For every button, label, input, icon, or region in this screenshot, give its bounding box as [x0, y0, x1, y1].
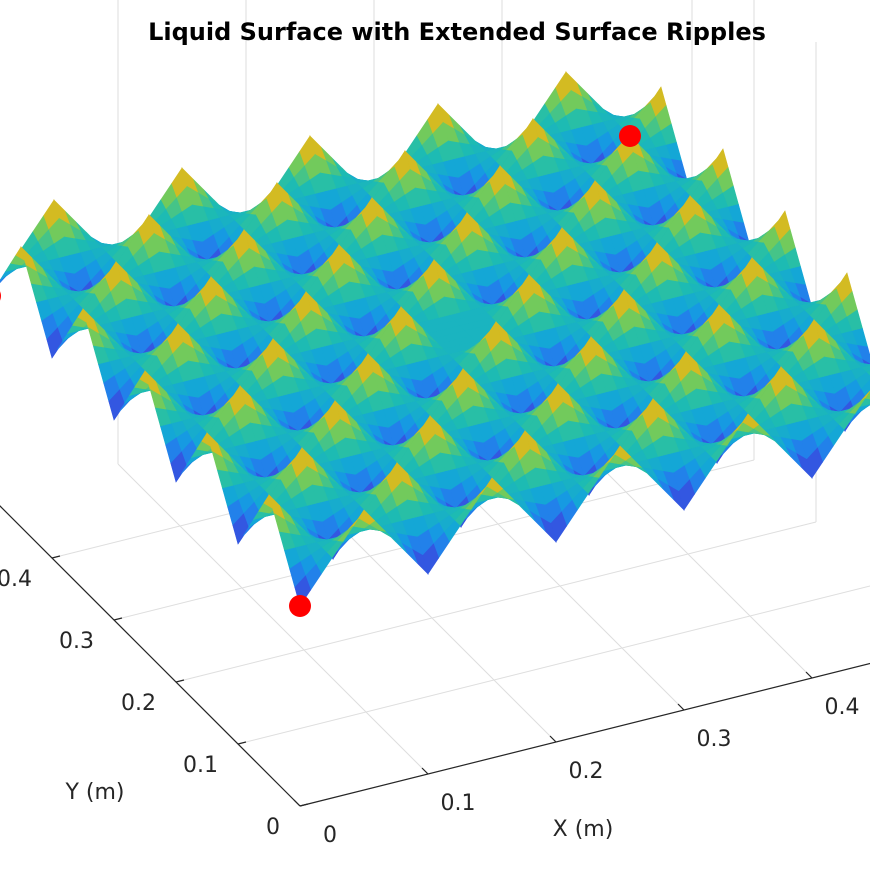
y-tick-label: 0.2	[121, 691, 156, 716]
y-tick	[237, 741, 247, 745]
y-tick	[175, 679, 185, 683]
y-tick	[113, 617, 123, 621]
marker	[0, 291, 1, 301]
x-axis	[299, 662, 870, 807]
y-axis-label: Y (m)	[64, 780, 124, 805]
x-tick	[293, 799, 301, 807]
x-tick-label: 0	[323, 823, 337, 848]
y-tick-label: 0	[266, 815, 280, 840]
x-tick	[805, 671, 813, 679]
x-tick	[677, 703, 685, 711]
grid-line	[237, 585, 870, 745]
y-tick	[299, 803, 309, 807]
grid-line	[0, 505, 301, 807]
grid-line	[175, 521, 817, 683]
y-tick	[51, 555, 61, 559]
y-axis	[0, 505, 301, 807]
y-tick-label: 0.1	[183, 753, 218, 778]
chart-title: Liquid Surface with Extended Surface Rip…	[148, 18, 766, 46]
marker	[619, 125, 641, 147]
x-tick-label: 0.4	[825, 695, 860, 720]
x-tick-label: 0.1	[441, 791, 476, 816]
grid-line	[117, 463, 429, 775]
x-tick	[421, 767, 429, 775]
marker	[289, 595, 311, 617]
x-axis-label: X (m)	[553, 817, 614, 842]
x-tick-label: 0.3	[697, 727, 732, 752]
y-tick-label: 0.3	[59, 629, 94, 654]
x-tick	[549, 735, 557, 743]
y-tick-label: 0.4	[0, 567, 32, 592]
x-tick-label: 0.2	[569, 759, 604, 784]
